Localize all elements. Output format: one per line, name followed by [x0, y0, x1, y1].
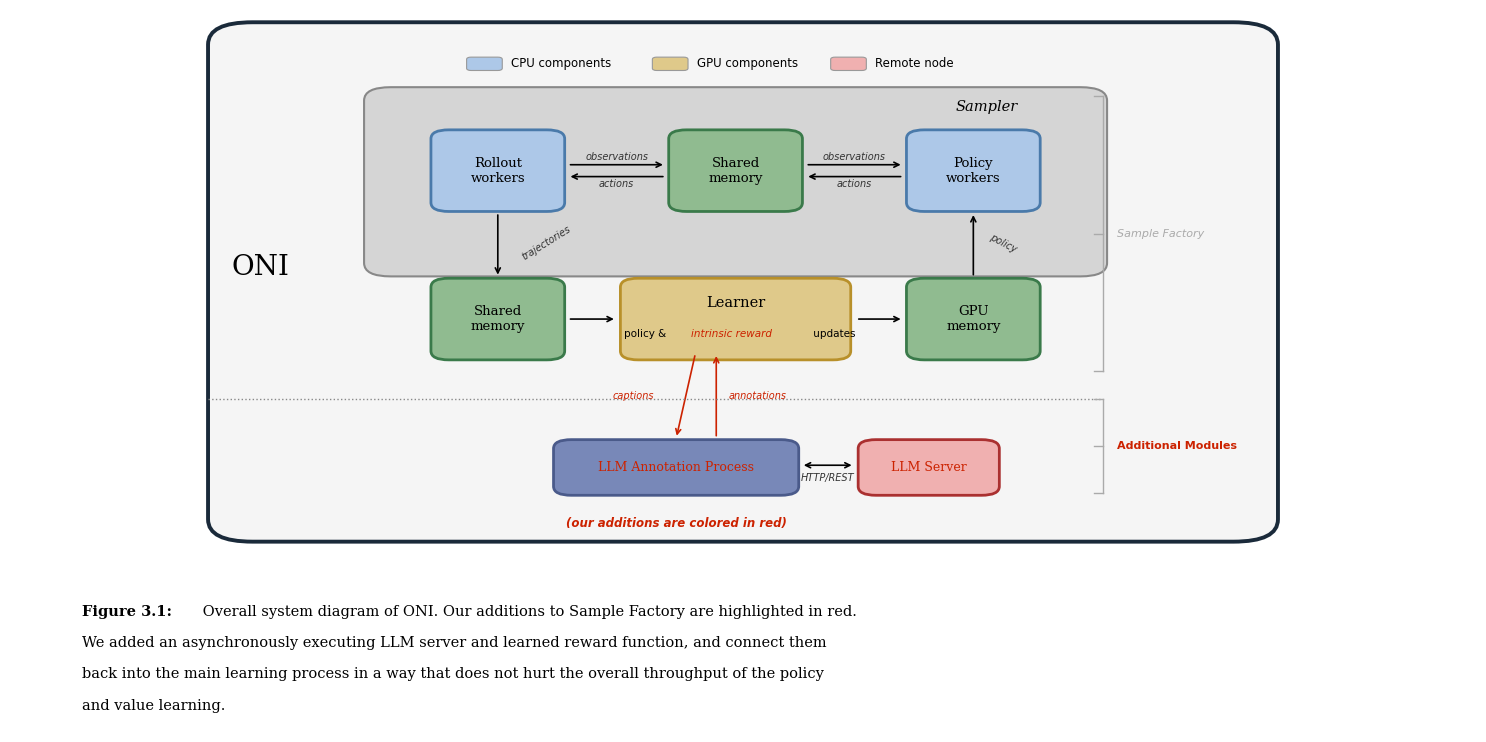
Text: policy: policy	[988, 232, 1018, 255]
FancyArrowPatch shape	[808, 162, 899, 167]
Text: LLM Server: LLM Server	[892, 461, 966, 474]
Text: GPU
memory: GPU memory	[947, 305, 1000, 333]
FancyBboxPatch shape	[431, 278, 565, 360]
FancyBboxPatch shape	[467, 57, 502, 70]
FancyBboxPatch shape	[553, 439, 799, 496]
FancyArrowPatch shape	[970, 217, 976, 275]
FancyBboxPatch shape	[208, 22, 1278, 542]
Text: observations: observations	[585, 152, 648, 162]
Text: Shared
memory: Shared memory	[471, 305, 525, 333]
Text: back into the main learning process in a way that does not hurt the overall thro: back into the main learning process in a…	[82, 668, 823, 681]
Text: Figure 3.1:: Figure 3.1:	[82, 605, 172, 619]
FancyArrowPatch shape	[805, 463, 850, 467]
Text: captions: captions	[612, 391, 654, 401]
FancyArrowPatch shape	[495, 215, 501, 273]
Text: trajectories: trajectories	[520, 224, 572, 263]
FancyBboxPatch shape	[669, 130, 802, 211]
FancyBboxPatch shape	[364, 88, 1107, 277]
FancyBboxPatch shape	[431, 130, 565, 211]
FancyBboxPatch shape	[859, 439, 999, 496]
Text: ONI: ONI	[232, 254, 288, 280]
Text: Learner: Learner	[706, 296, 765, 309]
Text: Additional Modules: Additional Modules	[1117, 441, 1238, 451]
FancyBboxPatch shape	[906, 278, 1040, 360]
Text: Rollout
workers: Rollout workers	[471, 157, 525, 185]
Text: Policy
workers: Policy workers	[947, 157, 1000, 185]
Text: Remote node: Remote node	[875, 57, 954, 70]
FancyArrowPatch shape	[571, 162, 661, 167]
Text: CPU components: CPU components	[511, 57, 611, 70]
Text: HTTP/REST: HTTP/REST	[801, 473, 854, 482]
FancyArrowPatch shape	[571, 317, 612, 321]
Text: Shared
memory: Shared memory	[709, 157, 762, 185]
Text: (our additions are colored in red): (our additions are colored in red)	[566, 516, 786, 530]
Text: updates: updates	[810, 329, 856, 339]
Text: Sample Factory: Sample Factory	[1117, 229, 1205, 239]
Text: and value learning.: and value learning.	[82, 699, 224, 712]
FancyBboxPatch shape	[652, 57, 688, 70]
Text: intrinsic reward: intrinsic reward	[691, 329, 773, 339]
Text: We added an asynchronously executing LLM server and learned reward function, and: We added an asynchronously executing LLM…	[82, 637, 826, 650]
Text: actions: actions	[599, 179, 635, 188]
Text: Sampler: Sampler	[955, 100, 1018, 114]
FancyArrowPatch shape	[676, 356, 695, 434]
Text: GPU components: GPU components	[697, 57, 798, 70]
FancyArrowPatch shape	[713, 358, 719, 436]
FancyArrowPatch shape	[810, 174, 901, 179]
Text: Overall system diagram of ONI. Our additions to Sample Factory are highlighted i: Overall system diagram of ONI. Our addit…	[198, 605, 857, 619]
Text: observations: observations	[823, 152, 886, 162]
FancyArrowPatch shape	[859, 317, 899, 321]
FancyBboxPatch shape	[906, 130, 1040, 211]
FancyBboxPatch shape	[831, 57, 866, 70]
Text: actions: actions	[837, 179, 872, 188]
Text: annotations: annotations	[728, 391, 786, 401]
Text: policy &: policy &	[624, 329, 670, 339]
FancyArrowPatch shape	[572, 174, 663, 179]
FancyBboxPatch shape	[621, 278, 850, 360]
Text: LLM Annotation Process: LLM Annotation Process	[599, 461, 753, 474]
